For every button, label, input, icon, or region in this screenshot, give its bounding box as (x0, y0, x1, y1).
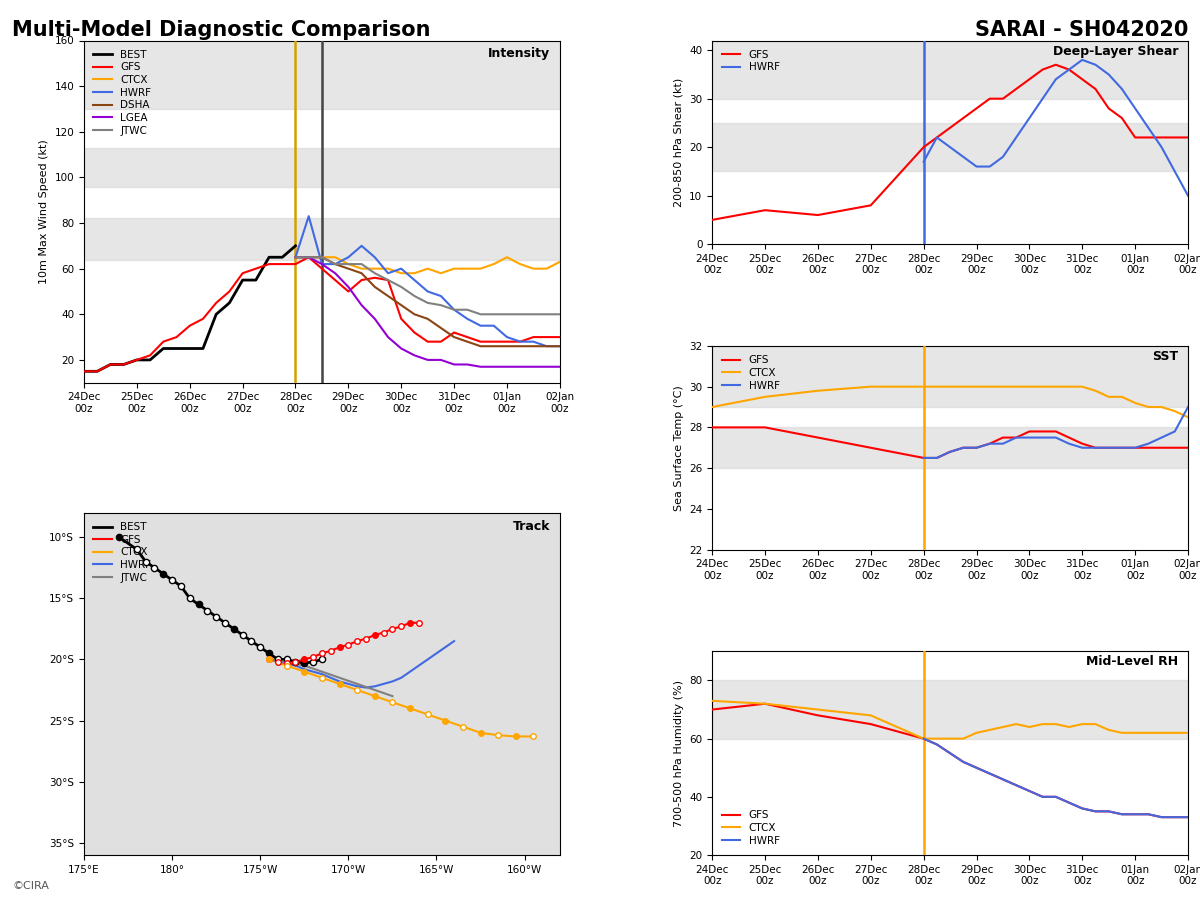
Text: Deep-Layer Shear: Deep-Layer Shear (1052, 45, 1178, 58)
Bar (712, 428, 1188, 468)
Bar (712, 123, 1188, 171)
Legend: GFS, HWRF: GFS, HWRF (718, 46, 784, 76)
Text: SARAI - SH042020: SARAI - SH042020 (974, 20, 1188, 40)
Bar (712, 680, 1188, 739)
Text: SST: SST (1152, 350, 1178, 363)
Text: Multi-Model Diagnostic Comparison: Multi-Model Diagnostic Comparison (12, 20, 431, 40)
Legend: BEST, GFS, CTCX, HWRF, JTWC: BEST, GFS, CTCX, HWRF, JTWC (89, 518, 156, 587)
Bar (712, 40, 1188, 99)
Y-axis label: 700-500 hPa Humidity (%): 700-500 hPa Humidity (%) (673, 680, 684, 827)
Bar (84, 40, 560, 109)
Text: Mid-Level RH: Mid-Level RH (1086, 655, 1178, 669)
Legend: BEST, GFS, CTCX, HWRF, DSHA, LGEA, JTWC: BEST, GFS, CTCX, HWRF, DSHA, LGEA, JTWC (89, 46, 156, 140)
Bar (84, 219, 560, 259)
Y-axis label: 10m Max Wind Speed (kt): 10m Max Wind Speed (kt) (38, 140, 49, 284)
Legend: GFS, CTCX, HWRF: GFS, CTCX, HWRF (718, 351, 784, 395)
Bar (712, 346, 1188, 407)
Bar (84, 148, 560, 186)
Text: Intensity: Intensity (488, 48, 551, 60)
Text: Track: Track (512, 519, 551, 533)
Y-axis label: Sea Surface Temp (°C): Sea Surface Temp (°C) (673, 385, 684, 510)
Text: ©CIRA: ©CIRA (12, 881, 49, 891)
Legend: GFS, CTCX, HWRF: GFS, CTCX, HWRF (718, 806, 784, 850)
Y-axis label: 200-850 hPa Shear (kt): 200-850 hPa Shear (kt) (673, 77, 684, 207)
